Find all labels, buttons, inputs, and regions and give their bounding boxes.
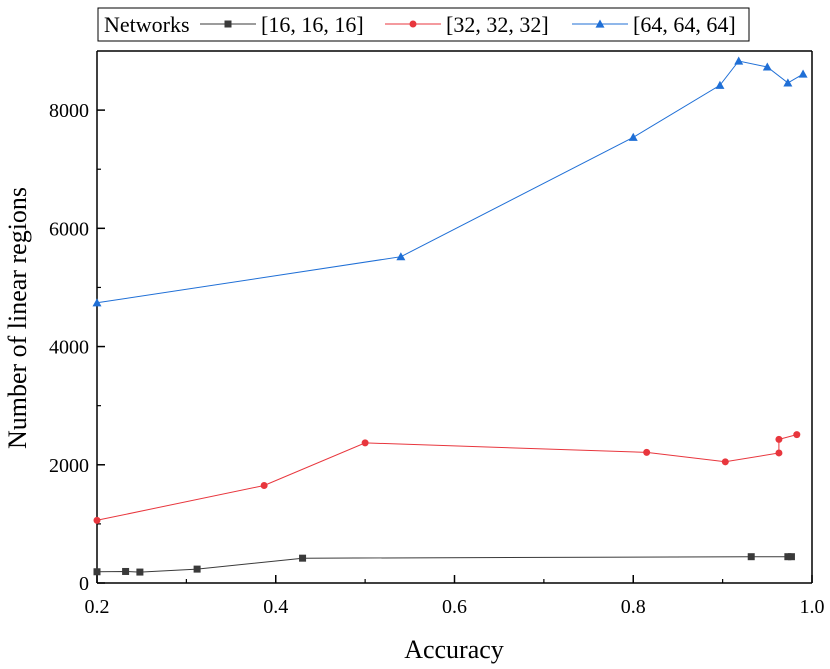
data-point xyxy=(784,553,792,561)
data-point xyxy=(361,439,369,447)
legend-marker xyxy=(409,20,417,28)
x-tick-label: 0.4 xyxy=(263,596,288,618)
tick-labels: 0.2 0.4 0.6 0.8 1.0 0 2000 4000 6000 8000 xyxy=(49,100,825,618)
data-point xyxy=(193,565,201,573)
legend-item: [16, 16, 16] xyxy=(200,12,364,37)
legend-item: [32, 32, 32] xyxy=(385,12,549,37)
x-tick-label: 0.8 xyxy=(621,596,646,618)
x-tick-label: 1.0 xyxy=(800,596,825,618)
data-point xyxy=(775,435,783,443)
legend-items: [16, 16, 16] [32, 32, 32] [64, 64, 64] xyxy=(200,12,736,37)
data-point xyxy=(643,448,651,456)
data-point xyxy=(92,298,102,307)
data-point xyxy=(715,80,725,89)
data-point xyxy=(136,568,144,576)
data-point xyxy=(628,132,638,141)
legend-marker xyxy=(224,20,232,28)
y-tick-label: 8000 xyxy=(49,100,89,122)
series-line xyxy=(96,556,792,573)
x-axis-title: Accuracy xyxy=(404,635,504,664)
legend-label: [64, 64, 64] xyxy=(633,12,736,37)
data-point xyxy=(775,449,783,457)
legend: Networks [16, 16, 16] [32, 32, 32] [64, 64… xyxy=(97,7,750,42)
legend-title: Networks xyxy=(104,12,190,37)
data-point xyxy=(260,481,268,489)
y-tick-label: 6000 xyxy=(49,218,89,240)
x-tick-label: 0.2 xyxy=(85,596,110,618)
data-point xyxy=(93,568,101,576)
series-line xyxy=(96,434,797,521)
legend-marker xyxy=(595,19,605,28)
data-point xyxy=(122,567,130,575)
data-point xyxy=(798,69,808,78)
y-tick-label: 0 xyxy=(79,573,89,595)
data-point xyxy=(734,56,744,65)
y-tick-label: 4000 xyxy=(49,337,89,359)
y-axis-title: Number of linear regions xyxy=(3,187,32,449)
series-1 xyxy=(93,553,795,576)
series-2 xyxy=(93,431,801,524)
data-point xyxy=(93,516,101,524)
data-point xyxy=(747,553,755,561)
axis-ticks xyxy=(96,109,813,584)
legend-label: [16, 16, 16] xyxy=(261,12,364,37)
x-tick-label: 0.6 xyxy=(442,596,467,618)
data-point xyxy=(783,78,793,87)
legend-label: [32, 32, 32] xyxy=(446,12,549,37)
data-point xyxy=(787,553,795,561)
series-layer xyxy=(92,56,808,576)
data-point xyxy=(299,554,307,562)
plot-frame xyxy=(96,50,813,584)
data-point xyxy=(762,62,772,71)
y-tick-label: 2000 xyxy=(49,455,89,477)
series-3 xyxy=(92,56,808,307)
series-line xyxy=(96,60,804,304)
data-point xyxy=(396,252,406,261)
data-point xyxy=(793,431,801,439)
data-point xyxy=(721,458,729,466)
legend-item: [64, 64, 64] xyxy=(572,12,736,37)
